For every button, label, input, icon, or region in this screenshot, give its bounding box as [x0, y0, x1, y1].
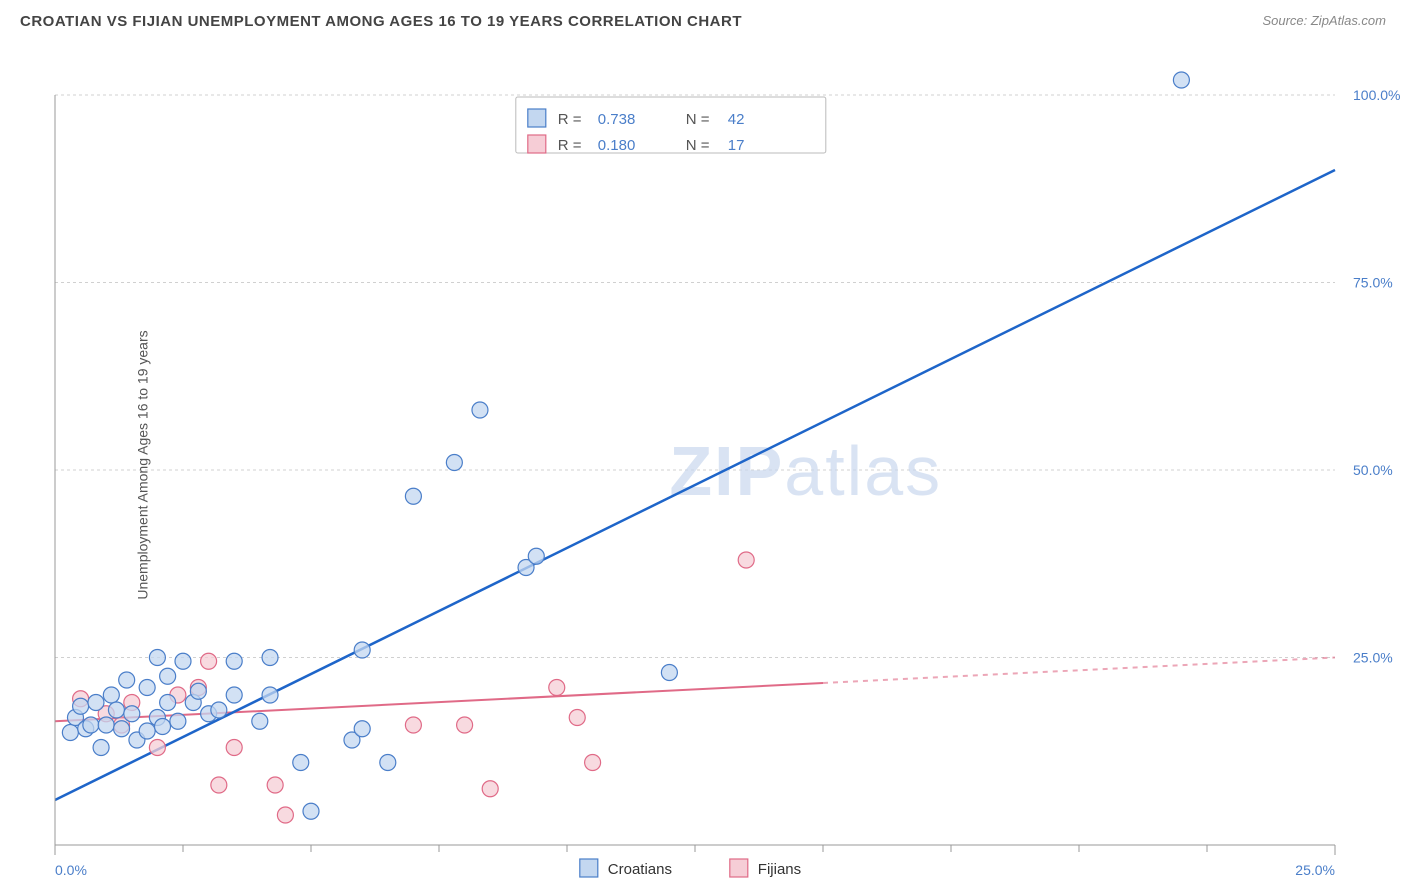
croatians-point — [73, 698, 89, 714]
croatians-point — [103, 687, 119, 703]
legend-r-label: R = — [558, 137, 582, 154]
croatians-point — [149, 650, 165, 666]
croatians-point — [528, 548, 544, 564]
y-tick-label: 100.0% — [1353, 87, 1400, 103]
legend-r-label: R = — [558, 111, 582, 128]
croatians-point — [472, 402, 488, 418]
croatians-point — [83, 717, 99, 733]
croatians-point — [303, 803, 319, 819]
fijians-point — [569, 710, 585, 726]
croatians-point — [93, 740, 109, 756]
croatians-point — [108, 702, 124, 718]
croatians-point — [170, 713, 186, 729]
croatians-point — [405, 488, 421, 504]
series-label: Croatians — [608, 861, 672, 878]
fijians-point — [226, 740, 242, 756]
y-tick-label: 50.0% — [1353, 462, 1393, 478]
legend-r-value: 0.180 — [598, 137, 636, 154]
chart-title: CROATIAN VS FIJIAN UNEMPLOYMENT AMONG AG… — [20, 13, 742, 30]
croatians-point — [62, 725, 78, 741]
croatians-point — [1173, 72, 1189, 88]
series-swatch — [580, 859, 598, 877]
croatians-point — [226, 687, 242, 703]
croatians-point — [226, 653, 242, 669]
croatians-point — [293, 755, 309, 771]
source-attribution: Source: ZipAtlas.com — [1262, 12, 1386, 30]
croatians-point — [139, 680, 155, 696]
x-tick-label: 0.0% — [55, 862, 87, 878]
croatians-point — [211, 702, 227, 718]
legend-r-value: 0.738 — [598, 111, 636, 128]
source-name: ZipAtlas.com — [1311, 13, 1386, 28]
croatians-point — [124, 706, 140, 722]
croatians-point — [139, 723, 155, 739]
fijians-point — [211, 777, 227, 793]
legend-swatch — [528, 109, 546, 127]
y-axis-label: Unemployment Among Ages 16 to 19 years — [135, 330, 151, 599]
croatians-point — [262, 650, 278, 666]
legend-n-value: 17 — [728, 137, 745, 154]
croatians-trend-line — [55, 170, 1335, 800]
fijians-point — [457, 717, 473, 733]
correlation-scatter-chart: 25.0% 50.0% 75.0% 100.0% ZIPatlas 0.0% 25.0% R … — [0, 40, 1406, 890]
y-tick-label: 75.0% — [1353, 275, 1393, 291]
fijians-point — [549, 680, 565, 696]
croatians-point — [354, 642, 370, 658]
fijians-point — [482, 781, 498, 797]
fijians-point — [405, 717, 421, 733]
croatians-point — [446, 455, 462, 471]
fijians-point — [267, 777, 283, 793]
source-label: Source: — [1262, 13, 1310, 28]
fijians-point — [585, 755, 601, 771]
legend-n-label: N = — [686, 111, 710, 128]
watermark: ZIPatlas — [669, 432, 942, 510]
croatians-point — [155, 719, 171, 735]
x-tick-label: 25.0% — [1295, 862, 1335, 878]
fijians-point — [149, 740, 165, 756]
croatians-point — [262, 687, 278, 703]
croatians-point — [661, 665, 677, 681]
croatians-point — [252, 713, 268, 729]
croatians-point — [190, 683, 206, 699]
series-swatch — [730, 859, 748, 877]
series-label: Fijians — [758, 861, 801, 878]
legend-swatch — [528, 135, 546, 153]
legend-n-label: N = — [686, 137, 710, 154]
fijians-trend-line-dashed — [823, 658, 1335, 684]
croatians-point — [160, 695, 176, 711]
legend-n-value: 42 — [728, 111, 745, 128]
croatians-point — [114, 721, 130, 737]
croatians-point — [119, 672, 135, 688]
fijians-point — [201, 653, 217, 669]
croatians-point — [354, 721, 370, 737]
fijians-point — [277, 807, 293, 823]
y-tick-label: 25.0% — [1353, 650, 1393, 666]
fijians-point — [738, 552, 754, 568]
croatians-point — [88, 695, 104, 711]
croatians-point — [380, 755, 396, 771]
croatians-point — [175, 653, 191, 669]
croatians-point — [160, 668, 176, 684]
croatians-point — [98, 717, 114, 733]
